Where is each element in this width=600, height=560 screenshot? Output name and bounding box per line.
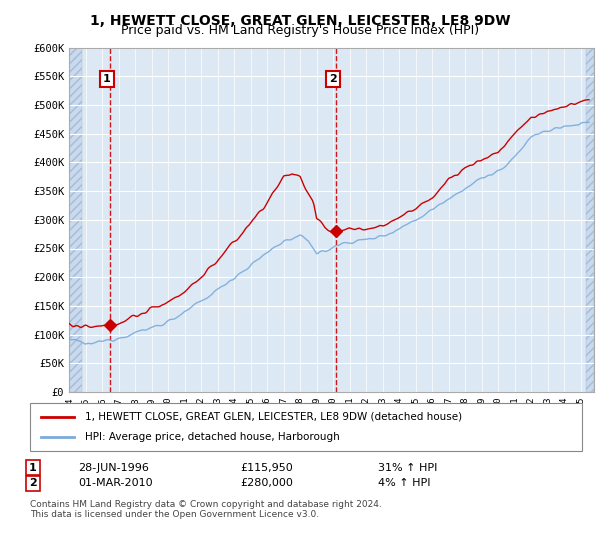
Text: £280,000: £280,000: [240, 478, 293, 488]
Text: 1, HEWETT CLOSE, GREAT GLEN, LEICESTER, LE8 9DW (detached house): 1, HEWETT CLOSE, GREAT GLEN, LEICESTER, …: [85, 412, 463, 422]
Text: 1: 1: [29, 463, 37, 473]
Text: 4% ↑ HPI: 4% ↑ HPI: [378, 478, 431, 488]
Text: 1: 1: [103, 74, 111, 84]
Text: 01-MAR-2010: 01-MAR-2010: [78, 478, 152, 488]
Text: 31% ↑ HPI: 31% ↑ HPI: [378, 463, 437, 473]
Text: 2: 2: [329, 74, 337, 84]
Text: 28-JUN-1996: 28-JUN-1996: [78, 463, 149, 473]
Text: 1, HEWETT CLOSE, GREAT GLEN, LEICESTER, LE8 9DW: 1, HEWETT CLOSE, GREAT GLEN, LEICESTER, …: [90, 14, 510, 28]
Text: HPI: Average price, detached house, Harborough: HPI: Average price, detached house, Harb…: [85, 432, 340, 442]
Text: Price paid vs. HM Land Registry's House Price Index (HPI): Price paid vs. HM Land Registry's House …: [121, 24, 479, 36]
FancyBboxPatch shape: [30, 403, 582, 451]
Text: 2: 2: [29, 478, 37, 488]
Text: Contains HM Land Registry data © Crown copyright and database right 2024.
This d: Contains HM Land Registry data © Crown c…: [30, 500, 382, 519]
Text: £115,950: £115,950: [240, 463, 293, 473]
